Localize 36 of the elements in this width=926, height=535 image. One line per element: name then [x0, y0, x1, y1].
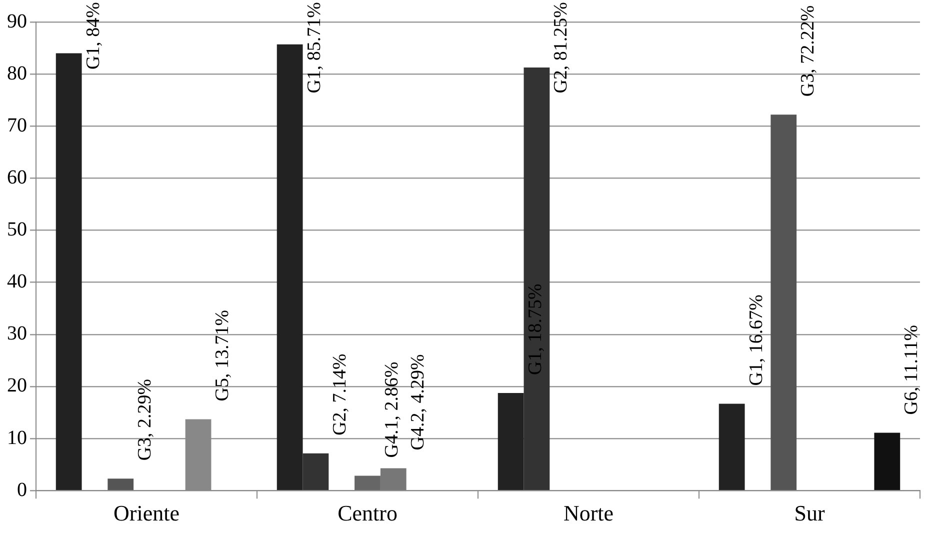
data-label: G3, 2.29% [134, 378, 156, 461]
data-label: G2, 7.14% [330, 353, 351, 436]
y-tick-label: 60 [7, 166, 27, 188]
bar [302, 453, 329, 490]
data-label: G2, 81.25% [550, 2, 572, 94]
y-tick-label: 70 [7, 114, 27, 136]
y-tick-label: 80 [7, 62, 27, 84]
y-tick-label: 90 [7, 10, 27, 32]
data-label: G6, 11.11% [901, 324, 922, 415]
y-tick-label: 50 [7, 218, 27, 241]
data-label: G4.1, 2.86% [381, 361, 402, 458]
bar [524, 68, 550, 490]
bar [56, 53, 82, 490]
bar [354, 476, 380, 490]
bar [770, 114, 797, 490]
data-label: G4.2, 4.29% [407, 354, 428, 450]
x-tick-label: Centro [338, 500, 398, 526]
x-tick-label: Norte [563, 500, 614, 526]
y-tick-label: 40 [7, 270, 27, 293]
data-label: G1, 85.71% [304, 2, 325, 94]
x-tick-label: Sur [794, 500, 826, 526]
bar [276, 44, 303, 490]
y-tick-label: 10 [7, 426, 27, 449]
data-label: G1, 16.67% [746, 294, 767, 386]
y-tick-label: 0 [17, 478, 27, 501]
bar [718, 404, 745, 490]
bar [874, 432, 900, 490]
data-label: G1, 84% [82, 2, 104, 70]
x-tick-label: Oriente [114, 500, 180, 526]
bar [380, 468, 406, 490]
data-label: G3, 72.22% [798, 5, 819, 97]
y-tick-label: 30 [7, 322, 27, 345]
y-tick-label: 20 [7, 374, 27, 397]
bar [108, 478, 134, 490]
bar [498, 392, 524, 490]
data-label: G5, 13.71% [212, 310, 234, 402]
